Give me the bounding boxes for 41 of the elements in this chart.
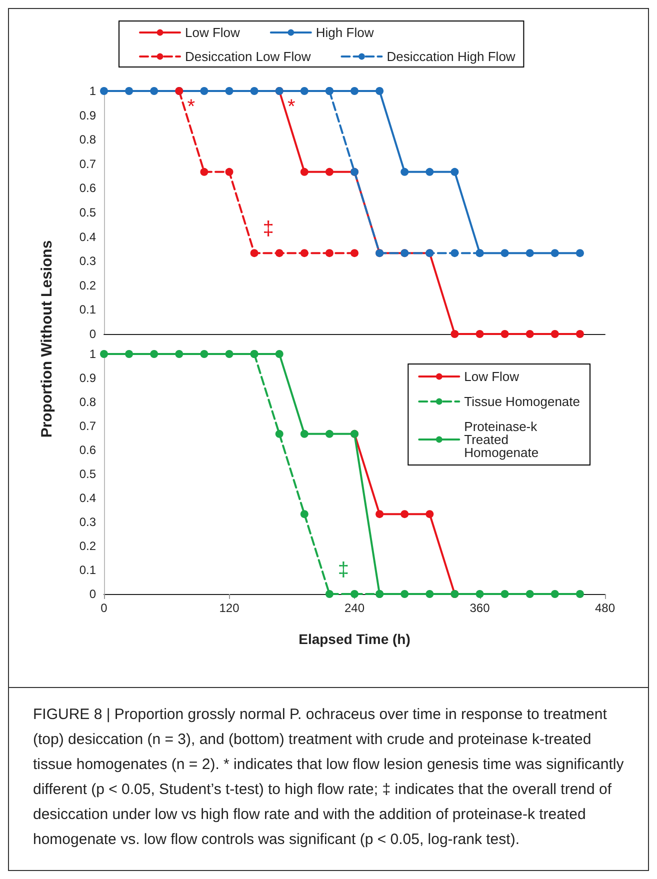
y-tick-label: 0.1 [79, 302, 96, 317]
y-tick-label: 0.1 [79, 563, 96, 577]
y-tick-label: 0.8 [79, 395, 96, 409]
y-tick-label: 0.6 [79, 443, 96, 457]
x-tick-label: 480 [594, 601, 616, 615]
annotation: * [187, 96, 196, 118]
y-tick-label: 0.5 [79, 206, 96, 220]
legend-label: Desiccation High Flow [386, 49, 516, 64]
legend-label: Tissue Homogenate [464, 394, 580, 409]
y-tick-label: 0.2 [79, 539, 96, 553]
y-tick-label: 0.6 [79, 181, 96, 196]
legend-label: High Flow [316, 25, 374, 40]
y-tick-label: 0.9 [79, 108, 96, 122]
x-tick-label: 240 [344, 601, 365, 615]
x-tick-label: 360 [470, 601, 490, 615]
legend-label: Low Flow [185, 25, 241, 40]
y-tick-label: 0.2 [79, 278, 96, 292]
y-tick-label: 0 [89, 587, 96, 601]
y-tick-label: 0.4 [79, 230, 96, 244]
y-tick-label: 1 [89, 347, 96, 361]
y-tick-label: 0.3 [79, 515, 96, 529]
legend-label: Proteinase-k Treated Homogenate [464, 419, 541, 460]
y-axis-title: Proportion Without Lesions [38, 240, 56, 438]
annotation: ‡ [262, 218, 274, 240]
x-axis-title: Elapsed Time (h) [298, 631, 410, 647]
y-tick-label: 0.4 [79, 491, 96, 505]
annotation: ‡ [338, 559, 350, 581]
legend-label: Desiccation Low Flow [185, 49, 312, 64]
y-tick-label: 0.9 [79, 371, 96, 385]
y-tick-label: 0.3 [79, 254, 96, 268]
caption: FIGURE 8 | Proportion grossly normal P. ochraceus over time in response to treatment (top) desiccation (n = 3), and (bottom) treatment with crude and proteinase k-treated tissue homogenates (n = 2). * indicates that low flow lesion genesis time was significantly different (p < 0.05, Student’s t-test) to high flow rate; ‡ indicates that the overall trend of desiccation under low vs high flow rate and with the addition of proteinase-k treated homogenate vs. low flow controls was significant (p < 0.05, log-rank test). [9, 687, 648, 866]
annotation: * [287, 96, 296, 118]
y-tick-label: 0 [89, 327, 96, 341]
x-tick-label: 0 [100, 601, 108, 615]
y-tick-label: 0.8 [79, 132, 96, 147]
x-tick-label: 120 [219, 601, 240, 615]
y-tick-label: 0.7 [79, 419, 96, 433]
y-tick-label: 0.7 [79, 156, 96, 171]
y-tick-label: 1 [89, 84, 96, 98]
y-tick-label: 0.5 [79, 467, 96, 481]
legend-label: Low Flow [464, 369, 520, 384]
